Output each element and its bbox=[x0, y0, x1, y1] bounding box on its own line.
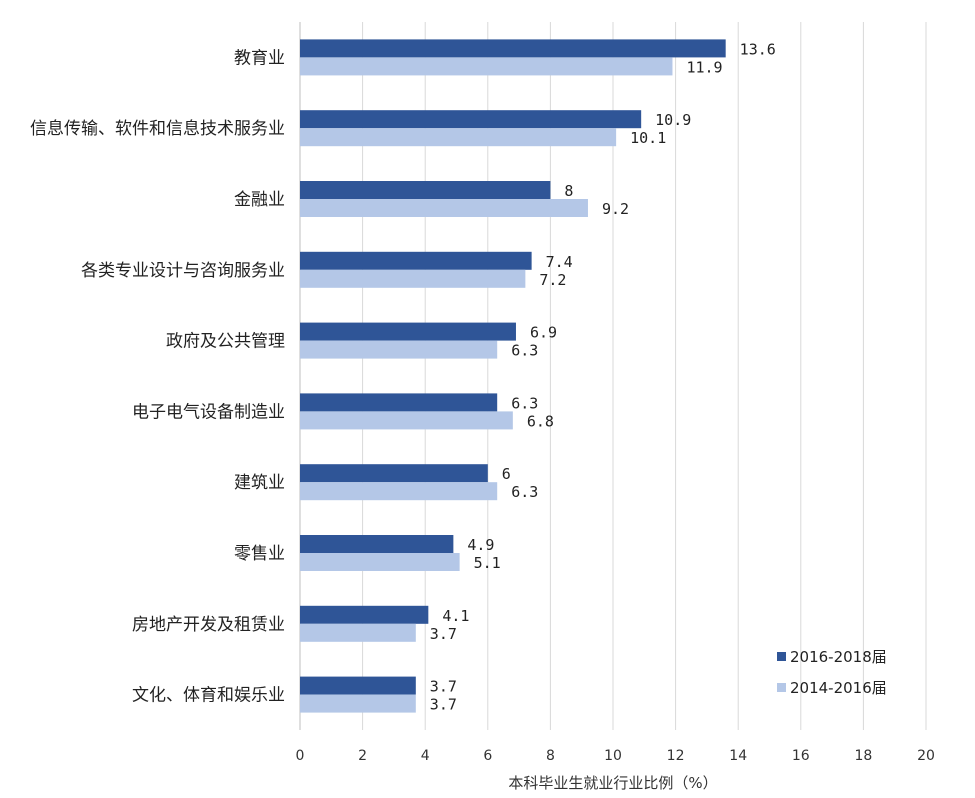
value-label: 13.6 bbox=[740, 40, 776, 58]
legend-label: 2014-2016届 bbox=[790, 679, 887, 697]
x-tick-label: 0 bbox=[296, 748, 305, 764]
x-tick-label: 8 bbox=[546, 748, 555, 764]
value-label: 10.1 bbox=[630, 129, 666, 147]
category-label: 房地产开发及租赁业 bbox=[132, 615, 285, 635]
legend-label: 2016-2018届 bbox=[790, 648, 887, 666]
bar-series-1 bbox=[300, 535, 454, 553]
bar-series-1 bbox=[300, 39, 726, 58]
value-label: 3.7 bbox=[430, 696, 457, 714]
category-label: 教育业 bbox=[234, 48, 285, 68]
value-label: 9.2 bbox=[602, 200, 629, 218]
x-tick-label: 20 bbox=[917, 748, 935, 764]
value-label: 3.7 bbox=[430, 678, 457, 696]
bars bbox=[300, 39, 726, 713]
bar-series-2 bbox=[300, 269, 526, 288]
x-tick-label: 4 bbox=[421, 748, 430, 764]
value-label: 4.9 bbox=[467, 536, 494, 554]
bar-series-2 bbox=[300, 623, 416, 642]
value-label: 4.1 bbox=[442, 607, 469, 625]
bar-series-2 bbox=[300, 553, 460, 571]
category-label: 信息传输、软件和信息技术服务业 bbox=[30, 119, 285, 139]
bar-series-2 bbox=[300, 411, 513, 430]
value-label: 7.4 bbox=[546, 253, 573, 271]
value-label: 11.9 bbox=[686, 58, 722, 76]
bar-series-2 bbox=[300, 482, 498, 501]
category-label: 文化、体育和娱乐业 bbox=[132, 686, 285, 706]
x-tick-label: 18 bbox=[854, 748, 872, 764]
value-label: 6.9 bbox=[530, 324, 557, 342]
bar-series-1 bbox=[300, 676, 416, 695]
legend: 2016-2018届 2014-2016届 bbox=[777, 648, 887, 697]
value-label: 5.1 bbox=[474, 554, 501, 572]
category-labels: 教育业信息传输、软件和信息技术服务业金融业各类专业设计与咨询服务业政府及公共管理… bbox=[30, 48, 285, 705]
value-label: 6.3 bbox=[511, 342, 538, 360]
value-label: 6.3 bbox=[511, 394, 538, 412]
category-label: 金融业 bbox=[234, 190, 285, 210]
x-tick-label: 6 bbox=[483, 748, 492, 764]
value-label: 7.2 bbox=[539, 271, 566, 289]
x-tick-labels: 0 2 4 6 8 10 12 14 16 18 20 bbox=[296, 748, 935, 764]
category-label: 各类专业设计与咨询服务业 bbox=[81, 261, 285, 281]
bar-series-1 bbox=[300, 181, 551, 199]
value-label: 8 bbox=[564, 182, 573, 200]
bar-series-1 bbox=[300, 605, 429, 624]
x-tick-label: 16 bbox=[792, 748, 810, 764]
category-label: 建筑业 bbox=[234, 473, 285, 493]
category-label: 政府及公共管理 bbox=[166, 332, 285, 352]
value-label: 6.3 bbox=[511, 483, 538, 501]
bar-series-1 bbox=[300, 464, 488, 483]
bar-series-1 bbox=[300, 251, 532, 270]
bar-series-1 bbox=[300, 322, 516, 341]
bar-series-1 bbox=[300, 110, 642, 129]
value-label: 6 bbox=[502, 465, 511, 483]
value-label: 6.8 bbox=[527, 412, 554, 430]
value-labels: 13.611.910.910.189.27.47.26.96.36.36.866… bbox=[430, 40, 776, 713]
x-tick-label: 2 bbox=[358, 748, 367, 764]
category-label: 零售业 bbox=[234, 544, 285, 564]
bar-series-1 bbox=[300, 393, 498, 412]
legend-swatch bbox=[777, 652, 786, 661]
value-label: 10.9 bbox=[655, 111, 691, 129]
category-label: 电子电气设备制造业 bbox=[132, 402, 285, 422]
bar-series-2 bbox=[300, 57, 673, 76]
x-tick-label: 14 bbox=[729, 748, 747, 764]
legend-swatch bbox=[777, 683, 786, 692]
x-axis-title: 本科毕业生就业行业比例（%） bbox=[508, 774, 717, 792]
value-label: 3.7 bbox=[430, 625, 457, 643]
bar-series-2 bbox=[300, 199, 588, 217]
bar-series-2 bbox=[300, 340, 498, 359]
x-tick-label: 10 bbox=[604, 748, 622, 764]
bar-series-2 bbox=[300, 128, 617, 147]
bar-series-2 bbox=[300, 694, 416, 713]
x-tick-label: 12 bbox=[667, 748, 685, 764]
